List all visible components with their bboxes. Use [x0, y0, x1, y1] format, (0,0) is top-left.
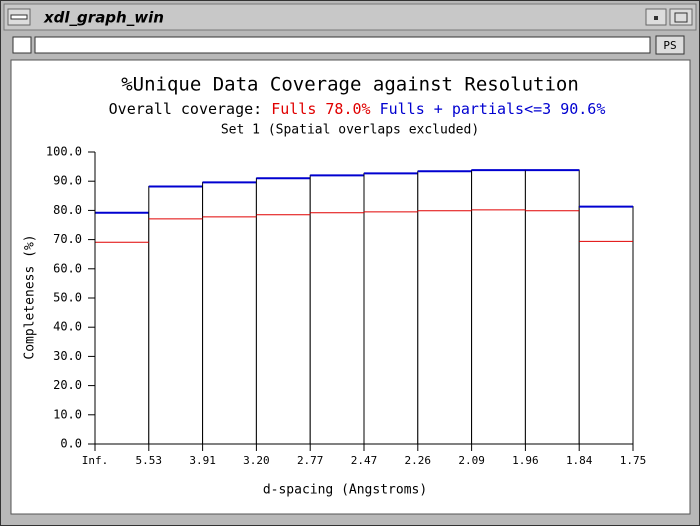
x-tick-label: Inf. [82, 454, 109, 467]
y-tick-label: 0.0 [60, 437, 82, 451]
subtitle-prefix: Overall coverage: [109, 100, 263, 118]
bar [202, 181, 257, 445]
window-title: xdl_graph_win [43, 9, 164, 27]
y-tick-label: 20.0 [53, 378, 82, 392]
chart: %Unique Data Coverage against Resolution… [23, 74, 647, 498]
maximize-button[interactable] [669, 8, 693, 26]
y-tick-label: 30.0 [53, 349, 82, 363]
y-tick-label: 70.0 [53, 232, 82, 246]
chart-subtitle: Overall coverage: Fulls 78.0% Fulls + pa… [109, 100, 606, 118]
x-tick-label: 5.53 [136, 454, 163, 467]
bar [578, 206, 634, 445]
text-field[interactable] [34, 36, 651, 54]
x-tick-label: 1.84 [566, 454, 593, 467]
x-tick-label: 3.91 [189, 454, 216, 467]
y-tick-label: 90.0 [53, 174, 82, 188]
y-tick-label: 80.0 [53, 203, 82, 217]
minimize-icon [654, 16, 658, 20]
y-axis-title: Completeness (%) [23, 234, 38, 359]
chart-title: %Unique Data Coverage against Resolution [121, 74, 579, 96]
bar [148, 185, 204, 445]
bar [309, 174, 365, 445]
menu-icon [10, 14, 28, 20]
bar [524, 169, 580, 445]
ps-button[interactable] [655, 35, 685, 55]
x-axis-title: d-spacing (Angstroms) [263, 483, 427, 498]
x-tick-label: 2.47 [351, 454, 378, 467]
series-overall: 78.0% [325, 100, 370, 118]
chart-subtitle2: Set 1 (Spatial overlaps excluded) [221, 123, 479, 138]
y-tick-label: 50.0 [53, 291, 82, 305]
bar [94, 212, 150, 445]
x-tick-label: 1.96 [512, 454, 539, 467]
y-tick-label: 100.0 [46, 145, 82, 159]
series-overall: 90.6% [560, 100, 605, 118]
y-tick-label: 40.0 [53, 320, 82, 334]
bar [363, 172, 419, 445]
x-tick-label: 2.77 [297, 454, 324, 467]
series-name: Fulls + partials<=3 [380, 100, 552, 118]
y-tick-label: 60.0 [53, 261, 82, 275]
maximize-icon [674, 12, 688, 23]
x-tick-label: 2.09 [458, 454, 485, 467]
title-bar [3, 3, 697, 31]
bar [471, 169, 526, 445]
x-tick-label: 2.26 [405, 454, 432, 467]
x-tick-label: 3.20 [243, 454, 270, 467]
bar [417, 170, 473, 445]
series-name: Fulls [271, 100, 316, 118]
x-tick-label: 1.75 [620, 454, 647, 467]
ps-button-label: PS [663, 39, 676, 52]
bar [255, 177, 311, 445]
y-tick-label: 10.0 [53, 407, 82, 421]
checkbox[interactable] [12, 36, 32, 54]
